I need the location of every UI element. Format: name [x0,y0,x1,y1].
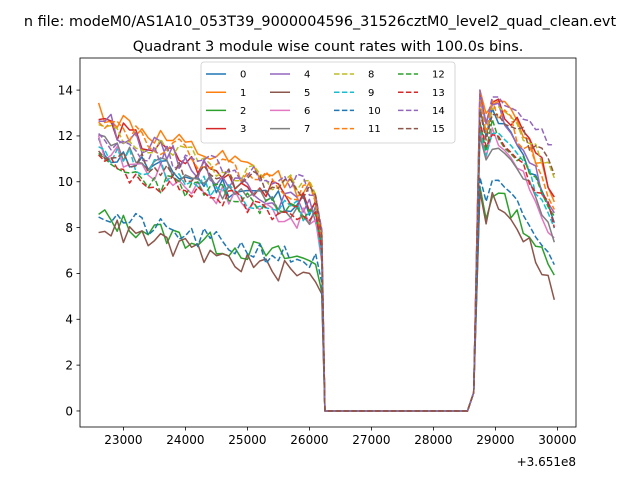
chart-title: Quadrant 3 module wise count rates with … [133,39,524,55]
series-lines [97,89,556,412]
y-tick-label: 12 [58,129,73,143]
x-tick-label: 26000 [290,433,328,447]
legend-label-6: 6 [304,106,310,117]
legend-label-8: 8 [368,70,374,81]
legend-label-4: 4 [304,70,310,81]
y-tick-label: 6 [65,267,73,281]
series-line-14 [98,89,555,412]
legend-label-9: 9 [368,88,374,99]
series-line-13 [98,121,556,412]
legend-label-0: 0 [240,70,246,81]
x-axis: 23000 24000 25000 26000 27000 28000 29000 30000 [104,427,576,447]
series-line-8 [98,98,555,412]
y-axis: 0 2 4 6 8 10 12 14 [58,83,80,418]
x-tick-label: 30000 [538,433,576,447]
x-tick-label: 24000 [166,433,204,447]
legend-label-12: 12 [432,70,445,81]
legend-label-14: 14 [432,106,445,117]
series-line-10 [98,176,555,412]
series-line-9 [98,126,555,412]
x-tick-label: 27000 [352,433,390,447]
x-tick-label: 25000 [228,433,266,447]
legend-label-2: 2 [240,106,246,117]
series-line-6 [97,127,555,412]
legend-label-11: 11 [368,124,381,135]
y-tick-label: 10 [58,175,73,189]
series-line-7 [98,133,556,412]
x-tick-label: 28000 [414,433,452,447]
legend-label-13: 13 [432,88,445,99]
plot-frame [79,57,577,428]
y-tick-label: 0 [65,404,73,418]
legend-label-10: 10 [368,106,381,117]
legend-label-5: 5 [304,88,310,99]
x-tick-label: 29000 [476,433,514,447]
legend-label-15: 15 [432,124,445,135]
series-line-5 [98,190,556,412]
legend-label-1: 1 [240,88,246,99]
y-tick-label: 14 [58,83,73,97]
series-line-4 [98,98,555,412]
figure-suptitle: n file: modeM0/AS1A10_053T39_9000004596_… [24,14,617,30]
legend-box [200,61,456,144]
legend-label-7: 7 [304,124,310,135]
y-tick-label: 2 [65,358,73,372]
legend-label-3: 3 [240,124,246,135]
series-line-15 [98,109,556,412]
y-tick-label: 4 [65,313,73,327]
y-tick-label: 8 [65,221,73,235]
x-axis-offset-label: +3.651e8 [517,455,576,469]
series-line-12 [98,118,555,412]
x-tick-label: 23000 [104,433,142,447]
